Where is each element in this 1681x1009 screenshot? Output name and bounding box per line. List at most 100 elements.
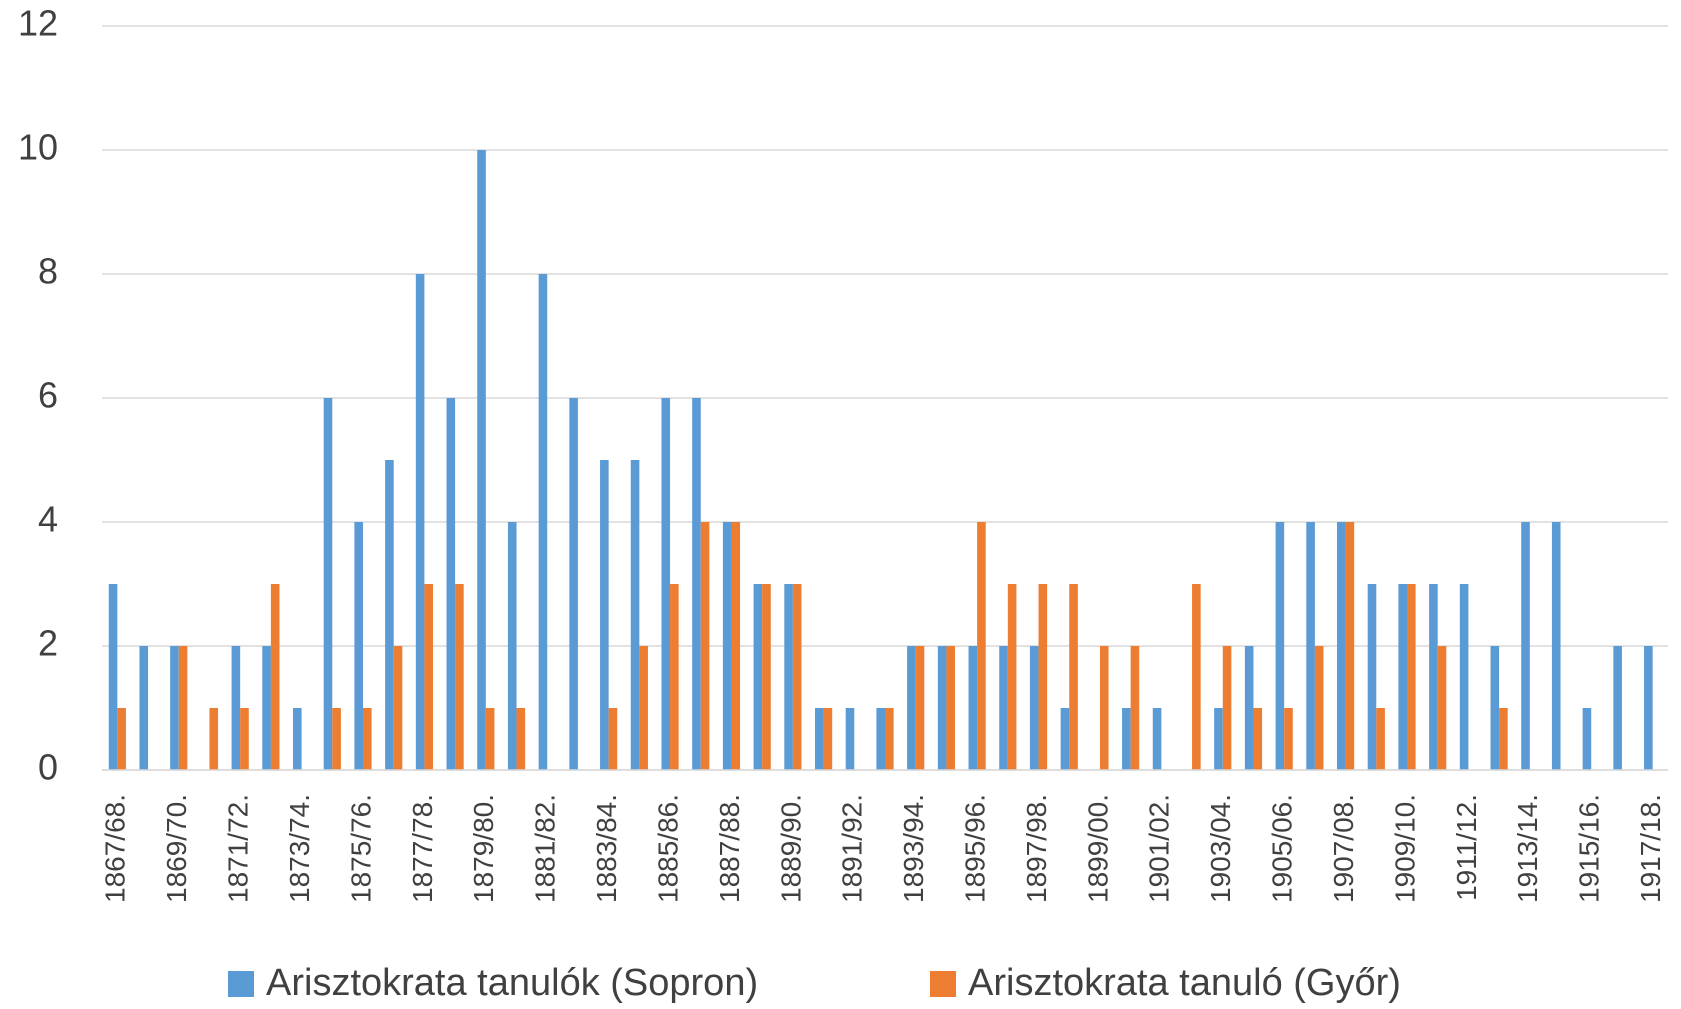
x-tick-label: 1871/72. [223,794,254,903]
x-tick-label: 1875/76. [345,794,376,903]
y-tick-label: 12 [18,3,58,44]
bar [1644,646,1653,770]
x-tick-label: 1881/82. [530,794,561,903]
bar [1152,708,1162,770]
bar [231,646,241,770]
bar [455,584,464,770]
bar [823,708,833,770]
bar [1459,584,1469,770]
bar [1551,522,1561,770]
bar [731,522,741,770]
y-tick-label: 6 [38,375,58,416]
bar [1060,708,1070,770]
bar [262,646,271,770]
bar [1038,584,1048,770]
bar [1613,646,1622,770]
bar [507,522,517,770]
bar [1029,646,1039,770]
y-tick-label: 8 [38,251,58,292]
bar [139,646,149,770]
bar [1214,708,1223,770]
bar [415,274,425,770]
bar [1314,646,1324,770]
bar [385,460,394,770]
bar [907,646,916,770]
bar [332,708,341,770]
bar [170,646,179,770]
bar [240,708,249,770]
bar [753,584,763,770]
bar [446,398,456,770]
bar [1222,646,1232,770]
bar [999,646,1008,770]
bar [1499,708,1508,770]
bar [270,584,280,770]
x-tick-label: 1911/12. [1451,794,1482,901]
bar [762,584,771,770]
bar [814,708,824,770]
x-tick-label: 1915/16. [1574,794,1605,903]
x-tick-label: 1879/80. [468,794,499,903]
x-tick-label: 1877/78. [407,794,438,903]
x-tick-label: 1909/10. [1389,794,1420,903]
x-tick-label: 1897/98. [1021,794,1052,903]
x-tick-label: 1889/90. [775,794,806,903]
legend-label: Arisztokrata tanuló (Győr) [968,962,1401,1004]
bar [784,584,793,770]
bar [292,708,302,770]
x-tick-label: 1917/18. [1635,794,1666,903]
x-tick-label: 1891/92. [837,794,868,903]
bar [1130,646,1140,770]
bar [915,646,925,770]
bar [1367,584,1377,770]
x-tick-label: 1883/84. [591,794,622,903]
legend-swatch [228,971,254,997]
bar [1122,708,1131,770]
x-tick-label: 1901/02. [1144,794,1175,903]
x-tick-label: 1869/70. [161,794,192,903]
bar [661,398,671,770]
bar [117,708,126,770]
bar [485,708,495,770]
bar [937,646,947,770]
bar [477,150,486,770]
bar [700,522,710,770]
bar [885,708,894,770]
bar [424,584,434,770]
x-tick-label: 1913/14. [1512,794,1543,903]
x-tick-label: 1885/86. [652,794,683,903]
bar [1407,584,1416,770]
bar [670,584,679,770]
bar [323,398,333,770]
bar [1244,646,1254,770]
bar [1284,708,1293,770]
bar [1099,646,1109,770]
y-tick-label: 0 [38,747,58,788]
bar [1275,522,1285,770]
bar [977,522,986,770]
bar [1437,646,1447,770]
x-tick-label: 1905/06. [1267,794,1298,903]
bar [1306,522,1315,770]
bar [639,646,648,770]
y-tick-label: 2 [38,623,58,664]
x-tick-label: 1887/88. [714,794,745,903]
bar [692,398,701,770]
bar [1429,584,1438,770]
x-tick-label: 1907/08. [1328,794,1359,903]
bar [1069,584,1078,770]
bar [1376,708,1385,770]
bar [569,398,578,770]
bar [630,460,640,770]
bar [792,584,802,770]
bar [722,522,732,770]
legend-swatch [930,971,956,997]
bar [1345,522,1355,770]
legend-label: Arisztokrata tanulók (Sopron) [266,962,758,1004]
x-tick-label: 1895/96. [960,794,991,903]
bar [1007,584,1017,770]
bar [538,274,548,770]
bar [845,708,855,770]
bar [600,460,609,770]
